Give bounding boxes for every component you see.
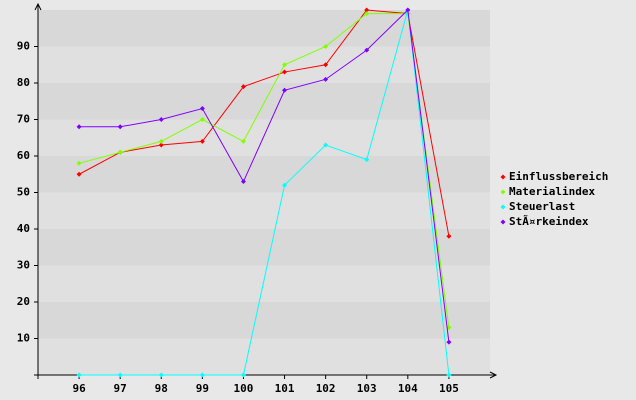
series-line [78,13,450,328]
x-tick-label: 100 [234,382,254,395]
point [158,372,164,378]
y-tick-label: 90 [17,40,30,53]
series-line [79,9,450,376]
x-tick-label: 97 [114,382,127,395]
point [282,69,288,75]
point [282,182,288,188]
y-tick-label: 60 [17,149,30,162]
legend-marker [500,219,506,225]
point [364,47,370,53]
legend-label: Einflussbereich [509,170,608,183]
point [364,7,370,13]
point [323,62,329,68]
point [158,138,164,144]
point [240,84,246,90]
point [282,87,288,93]
point [117,124,123,130]
grid-band [38,83,490,120]
point [76,171,82,177]
y-tick-label: 30 [17,259,30,272]
x-axis-arrow [489,371,498,379]
x-tick-label: 104 [398,382,418,395]
point [282,62,288,68]
x-tick-label: 102 [316,382,336,395]
point [364,157,370,163]
point [240,372,246,378]
x-tick-label: 101 [275,382,295,395]
point [199,138,205,144]
point [446,339,452,345]
series-line [79,8,450,343]
y-tick-label: 70 [17,113,30,126]
y-tick-label: 80 [17,76,30,89]
point [158,142,164,148]
series-line [78,9,450,237]
legend-label: Materialindex [509,185,595,198]
point [76,124,82,130]
point [117,149,123,155]
x-tick-label: 103 [357,382,377,395]
x-tick-label: 99 [196,382,209,395]
point [158,117,164,122]
point [199,117,205,122]
y-axis-arrow [34,2,42,11]
point [199,372,205,378]
legend-label: Steuerlast [509,200,575,213]
y-tick-label: 20 [17,295,30,308]
legend-label: StÃ¤rkeindex [509,215,589,228]
x-tick-label: 105 [439,382,459,395]
y-tick-label: 50 [17,186,30,199]
grid-band [38,10,490,47]
grid-band [38,302,490,339]
point [446,372,452,378]
legend-marker [500,174,506,180]
x-tick-label: 98 [155,382,168,395]
legend-marker [500,189,506,195]
y-tick-label: 10 [17,332,30,345]
point [240,179,246,185]
point [323,142,329,148]
point [323,76,329,82]
point [323,44,329,49]
point [117,372,123,378]
point [446,233,452,239]
x-tick-label: 96 [72,382,86,395]
point [364,11,370,17]
legend-marker [500,204,506,210]
y-tick-label: 40 [17,222,30,235]
grid-band [38,156,490,193]
point [76,372,82,378]
point [240,138,246,144]
grid-band [38,229,490,266]
point [405,7,411,13]
point [76,160,82,166]
point [199,106,205,112]
